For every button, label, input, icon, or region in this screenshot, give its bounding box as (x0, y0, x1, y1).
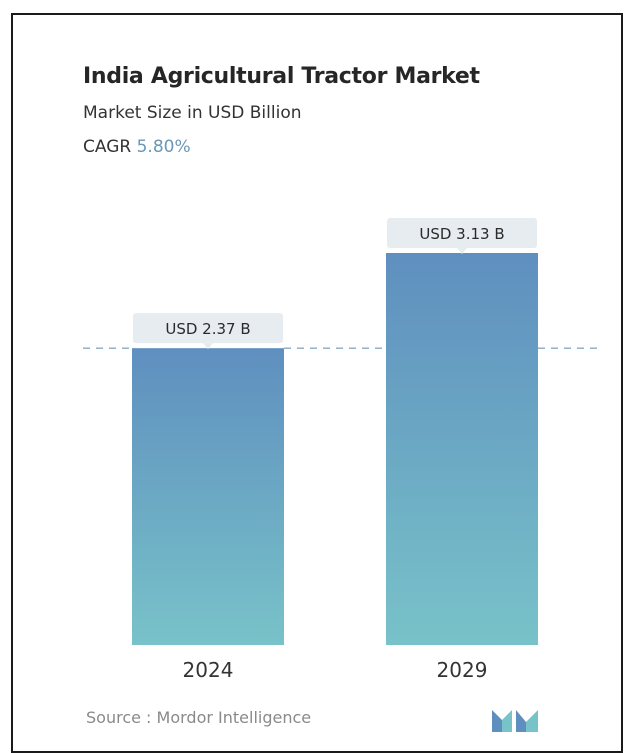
bar-2024 (132, 348, 284, 645)
data-label-2029: USD 3.13 B (419, 225, 504, 243)
data-label-2024: USD 2.37 B (165, 320, 250, 338)
mordor-intelligence-logo-icon (492, 710, 538, 732)
cagr-line: CAGR 5.80% (83, 137, 191, 157)
source-credit: Source : Mordor Intelligence (86, 708, 312, 727)
data-label-pointer-2024 (203, 343, 213, 350)
data-label-box-2024 (133, 313, 283, 344)
cagr-label: CAGR (83, 137, 132, 157)
x-tick-label-2024: 2024 (183, 658, 234, 682)
data-label-pointer-2029 (457, 248, 467, 254)
chart-title: India Agricultural Tractor Market (83, 64, 480, 89)
chart-subtitle: Market Size in USD Billion (83, 103, 302, 123)
data-label-box-2029 (387, 218, 537, 248)
bar-2029 (386, 253, 538, 645)
x-tick-label-2029: 2029 (437, 658, 488, 682)
cagr-value: 5.80% (136, 137, 191, 157)
bar-chart: USD 2.37 B USD 3.13 B 2024 2029 (83, 218, 598, 682)
